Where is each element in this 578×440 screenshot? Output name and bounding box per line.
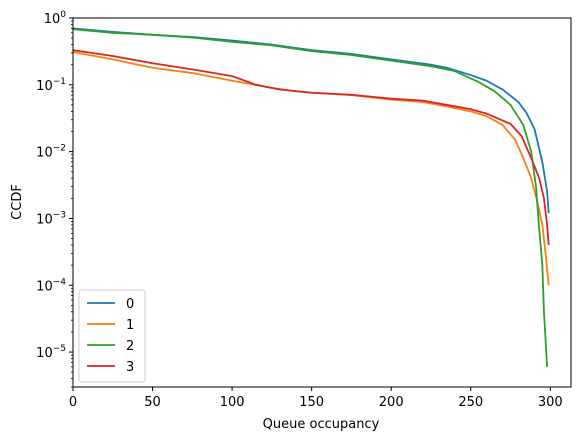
y-tick-label: 10−4 <box>36 277 66 294</box>
legend: 0 1 2 3 <box>78 289 146 383</box>
x-tick-label: 300 <box>538 395 563 410</box>
x-tick-label: 150 <box>299 395 324 410</box>
y-tick-label: 10−1 <box>36 77 66 94</box>
series-line-2 <box>72 28 549 367</box>
series-line-3 <box>72 49 550 246</box>
x-tick-label: 250 <box>458 395 483 410</box>
legend-label: 3 <box>126 360 134 375</box>
y-tick-label: 10−5 <box>36 344 66 361</box>
axes-frame <box>72 17 572 388</box>
y-axis-label: CCDF <box>10 184 25 220</box>
legend-label: 0 <box>126 297 134 312</box>
series-line-1 <box>72 51 550 286</box>
y-tick-label: 10−2 <box>36 144 66 161</box>
legend-box <box>78 289 146 383</box>
legend-label: 1 <box>126 318 134 333</box>
x-tick-label: 100 <box>220 395 245 410</box>
x-axis-ticks: 0 50 100 150 200 250 300 <box>69 387 563 410</box>
series-lines <box>72 27 550 367</box>
x-tick-label: 200 <box>379 395 404 410</box>
x-tick-label: 0 <box>69 395 77 410</box>
x-axis-label: Queue occupancy <box>263 417 380 432</box>
legend-label: 2 <box>126 339 134 354</box>
y-axis-ticks: 10−5 10−4 10−3 10−2 10−1 100 <box>36 10 73 388</box>
plot-area-border <box>72 17 572 388</box>
y-tick-label: 10−3 <box>36 210 66 227</box>
x-tick-label: 50 <box>144 395 161 410</box>
y-tick-label: 100 <box>44 10 67 27</box>
